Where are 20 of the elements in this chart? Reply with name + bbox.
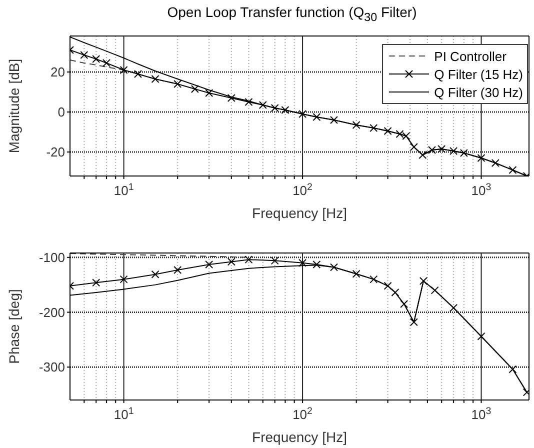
legend-label: Q Filter (15 Hz)	[434, 66, 523, 82]
x-tick-label: 10$^{1}$	[114, 182, 134, 198]
y-tick-label: 20	[50, 64, 65, 80]
y-axis-title: Phase [deg]	[6, 289, 22, 364]
x-tick-label: 10$^{2}$	[292, 182, 312, 198]
x-tick-label: 10$^{3}$	[471, 182, 492, 198]
chart-title: Open Loop Transfer function (Q$_{30}$ Filter)	[166, 3, 418, 26]
x-axis-title: Frequency [Hz]	[252, 429, 347, 445]
x-tick-label: 10$^{1}$	[114, 406, 134, 422]
y-tick-label: 0	[58, 104, 65, 120]
y-tick-label: -20	[46, 144, 65, 160]
y-tick-label: -100	[38, 250, 65, 266]
y-tick-label: -300	[38, 360, 65, 375]
y-axis-title: Magnitude [dB]	[6, 58, 22, 154]
x-axis-title: Frequency [Hz]	[252, 205, 347, 221]
legend-label: PI Controller	[434, 48, 506, 64]
y-tick-label: -200	[38, 304, 65, 320]
x-tick-label: 10$^{3}$	[471, 406, 492, 422]
x-tick-label: 10$^{2}$	[292, 406, 312, 422]
legend-label: Q Filter (30 Hz)	[434, 84, 523, 100]
